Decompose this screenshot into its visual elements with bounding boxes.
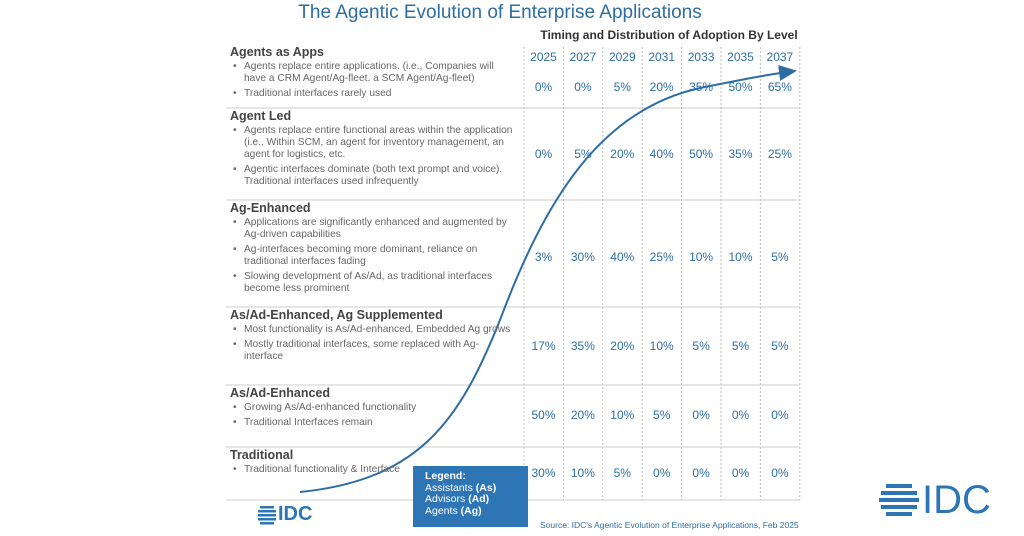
- adoption-value: 5%: [731, 339, 750, 353]
- adoption-value: 10%: [570, 466, 595, 480]
- adoption-value: 65%: [767, 80, 792, 94]
- row-bullet: Agentic interfaces dominate (both text p…: [233, 164, 516, 188]
- row-name: Agent Led: [230, 109, 292, 123]
- adoption-value: 5%: [574, 147, 592, 161]
- year-header: 2031: [648, 50, 676, 64]
- adoption-value: 0%: [731, 466, 750, 480]
- title: The Agentic Evolution of Enterprise Appl…: [298, 2, 702, 23]
- adoption-value: 5%: [692, 339, 710, 353]
- legend-label: Advisors: [425, 493, 466, 505]
- adoption-value: 50%: [689, 147, 714, 161]
- adoption-value: 35%: [689, 80, 714, 94]
- adoption-value: 50%: [531, 408, 556, 422]
- legend-label: Assistants: [425, 481, 473, 494]
- adoption-value: 5%: [653, 408, 671, 422]
- adoption-value: 5%: [613, 80, 631, 94]
- logo-small: IDC: [278, 503, 313, 525]
- adoption-value: 20%: [649, 80, 674, 94]
- adoption-value: 5%: [613, 466, 631, 480]
- adoption-value: 20%: [570, 408, 595, 422]
- adoption-value: 0%: [771, 466, 789, 480]
- adoption-value: 0%: [534, 147, 553, 161]
- row-bullet: Most functionality is As/Ad-enhanced, Em…: [233, 324, 516, 336]
- logo-small-mark: [258, 506, 276, 525]
- year-header: 2029: [608, 50, 636, 64]
- adoption-value: 10%: [728, 250, 753, 264]
- year-header: 2035: [727, 50, 754, 64]
- legend-abbr: (Ad): [468, 493, 490, 505]
- adoption-value: 0%: [534, 80, 553, 94]
- adoption-value: 10%: [610, 408, 635, 422]
- year-header: 2037: [766, 50, 794, 64]
- row-name: Agents as Apps: [230, 45, 325, 59]
- adoption-value: 40%: [610, 250, 635, 264]
- adoption-value: 35%: [570, 339, 595, 353]
- legend-abbr: (Ag): [460, 504, 482, 517]
- adoption-value: 20%: [610, 147, 635, 161]
- adoption-value: 30%: [570, 250, 595, 264]
- adoption-value: 35%: [728, 147, 753, 161]
- adoption-value: 10%: [649, 339, 674, 353]
- adoption-curve: [299, 64, 797, 493]
- legend-item: Agents (Ag): [425, 504, 528, 518]
- row-bullet: Ag-interfaces becoming more dominant, re…: [233, 244, 516, 268]
- adoption-value: 50%: [728, 80, 753, 94]
- adoption-value: 30%: [531, 466, 556, 480]
- row-bullet: Mostly traditional interfaces, some repl…: [233, 339, 516, 363]
- row-bullet: Traditional interfaces rarely used: [233, 88, 516, 100]
- adoption-value: 0%: [692, 408, 710, 422]
- row-bullet: Agents replace entire functional areas w…: [233, 125, 516, 161]
- legend-title: Legend:: [425, 470, 466, 482]
- row-name: Ag-Enhanced: [230, 201, 311, 215]
- legend-abbr: (As): [475, 481, 497, 494]
- adoption-value: 40%: [649, 147, 674, 161]
- year-header: 2025: [530, 50, 557, 64]
- year-header: 2027: [569, 50, 597, 64]
- row-bullet: Applications are significantly enhanced …: [233, 217, 516, 241]
- row-name: As/Ad-Enhanced, Ag Supplemented: [230, 308, 443, 322]
- adoption-value: 10%: [689, 250, 714, 264]
- adoption-value: 5%: [771, 339, 789, 353]
- adoption-value: 17%: [531, 339, 556, 353]
- legend-label: Agents: [425, 504, 458, 517]
- adoption-value: 3%: [534, 250, 553, 264]
- logo-large-mark: [879, 484, 919, 516]
- legend: Legend: Assistants (As) Advisors (Ad) Agen…: [413, 466, 528, 527]
- table-heading: Timing and Distribution of Adoption By L…: [540, 28, 798, 42]
- row-bullet: Growing As/Ad-enhanced functionality: [233, 402, 516, 414]
- year-header: 2033: [687, 50, 715, 64]
- row-name: As/Ad-Enhanced: [230, 386, 331, 400]
- adoption-value: 20%: [610, 339, 635, 353]
- row-name: Traditional: [230, 448, 294, 462]
- adoption-value: 5%: [771, 250, 789, 264]
- adoption-value: 0%: [574, 80, 592, 94]
- adoption-value: 0%: [653, 466, 671, 480]
- row-bullet: Agents replace entire applications. (i.e…: [233, 61, 516, 85]
- row-bullet: Traditional functionality & Interface: [233, 464, 516, 476]
- adoption-value: 25%: [767, 147, 792, 161]
- source: Source: IDC's Agentic Evolution of Enter…: [540, 520, 799, 530]
- row-bullet: Traditional Interfaces remain: [233, 417, 516, 429]
- legend-item: Advisors (Ad): [425, 493, 528, 506]
- adoption-value: 0%: [692, 466, 710, 480]
- logo-large: IDC: [922, 478, 991, 522]
- adoption-value: 0%: [731, 408, 750, 422]
- adoption-value: 25%: [649, 250, 674, 264]
- row-bullet: Slowing development of As/Ad, as traditi…: [233, 271, 516, 295]
- legend-item: Assistants (As): [425, 481, 528, 495]
- adoption-value: 0%: [771, 408, 789, 422]
